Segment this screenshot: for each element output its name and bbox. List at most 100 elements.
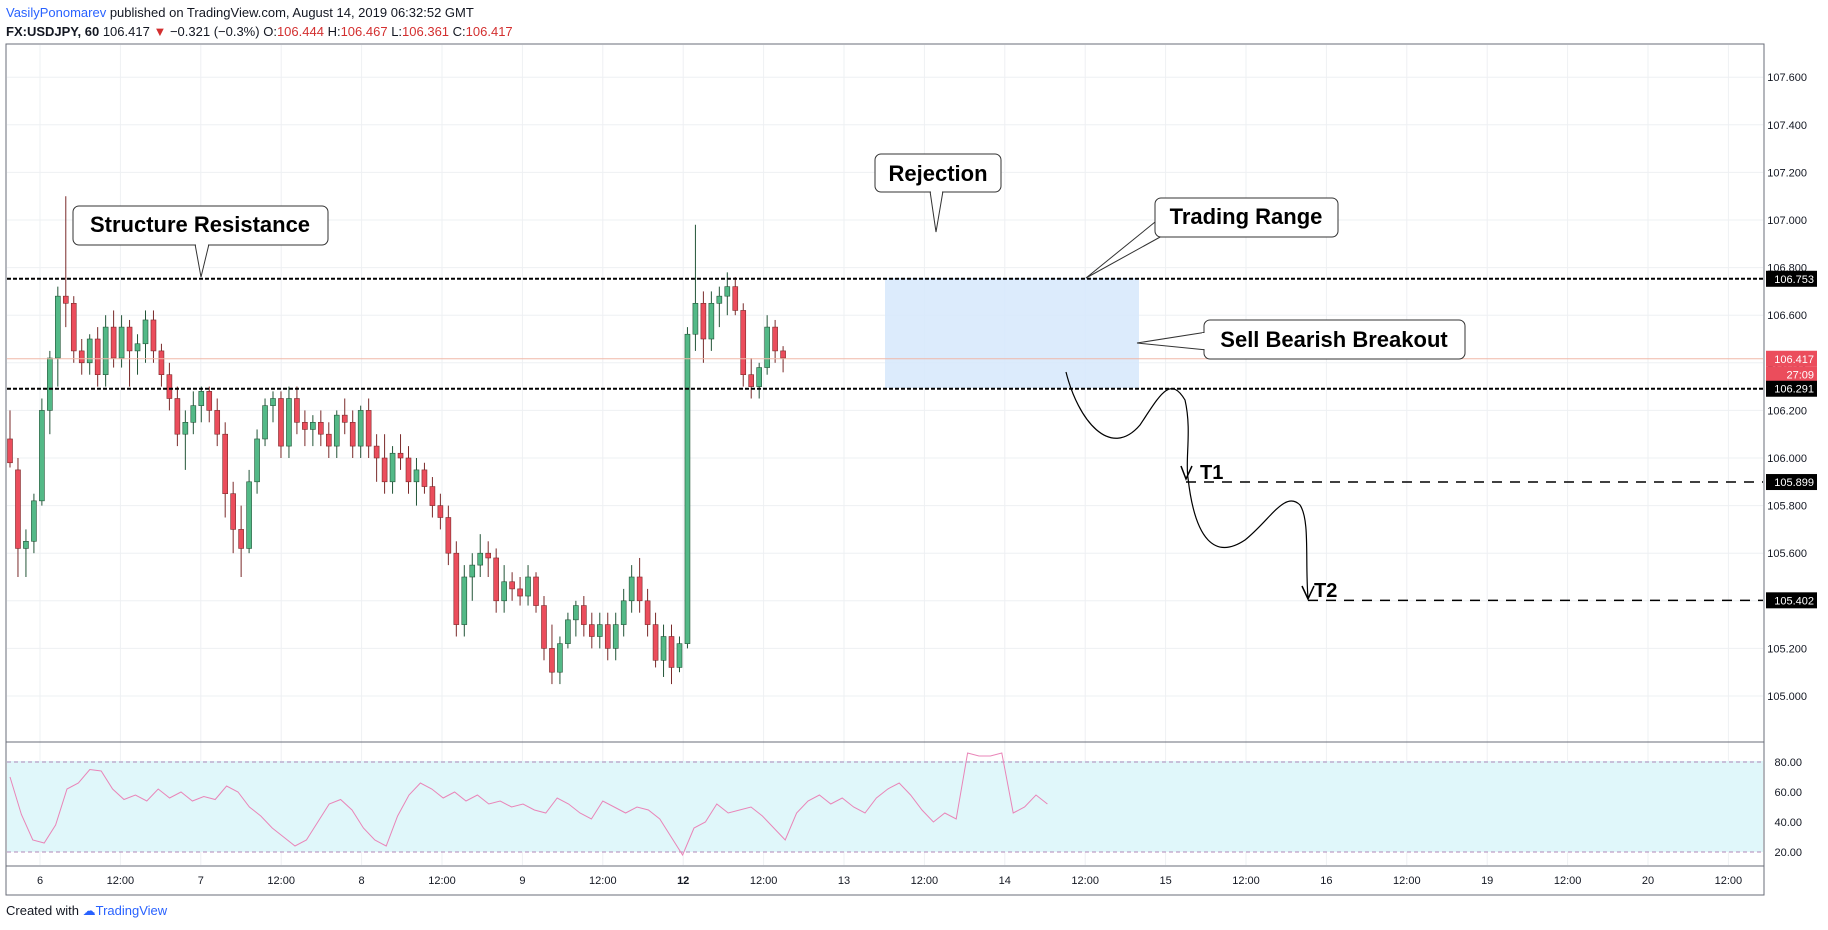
candle-down — [302, 421, 308, 430]
candle-up — [310, 421, 316, 430]
candle-down — [70, 302, 77, 352]
published-info: published on TradingView.com, August 14,… — [106, 5, 474, 20]
price-tick-label: 105.800 — [1767, 501, 1807, 513]
price-tag-bg — [1766, 366, 1817, 383]
candle-down — [166, 374, 173, 399]
time-tick-label: 13 — [838, 875, 850, 887]
candle-down — [533, 576, 539, 606]
time-tick-label: 12 — [677, 875, 689, 887]
price-tag-label: 105.899 — [1774, 477, 1814, 489]
candle-down — [158, 350, 165, 375]
price-tick-label: 107.000 — [1767, 215, 1807, 227]
time-tick-label: 15 — [1159, 875, 1171, 887]
candle-up — [628, 576, 635, 602]
time-tick-label: 16 — [1320, 875, 1332, 887]
t2-arrow-icon — [1301, 585, 1315, 601]
price-tag-label: 27:09 — [1786, 370, 1814, 382]
rejection-label: Rejection — [888, 161, 987, 186]
candle-up — [39, 410, 45, 502]
rsi-tick-label: 80.00 — [1774, 757, 1802, 769]
candle-down — [278, 398, 284, 447]
time-tick-label: 12:00 — [1232, 875, 1260, 887]
candle-up — [47, 357, 53, 411]
price-tag-bg — [1766, 270, 1817, 287]
candle-down — [429, 486, 436, 506]
tradingview-logo-icon[interactable]: ☁ — [82, 903, 96, 918]
time-tick-label: 14 — [999, 875, 1011, 887]
rejection-callout[interactable]: Rejection — [874, 153, 1002, 233]
candle-down — [780, 350, 786, 359]
symbol-label[interactable]: FX:USDJPY, 60 — [6, 24, 100, 39]
candle-up — [270, 398, 276, 406]
candle-down — [349, 421, 356, 447]
candle-down — [740, 310, 747, 376]
candle-up — [286, 398, 292, 447]
structure-resistance-callout[interactable]: Structure Resistance — [72, 205, 329, 278]
time-tick-label: 12:00 — [1393, 875, 1421, 887]
candle-up — [357, 410, 364, 447]
time-tick-label: 12:00 — [1071, 875, 1099, 887]
close-value: 106.417 — [465, 24, 513, 39]
candle-down — [294, 398, 300, 423]
candle-down — [445, 517, 452, 554]
created-with-label: Created with — [6, 903, 79, 918]
candle-down — [150, 319, 157, 352]
high-value: 106.467 — [340, 24, 388, 39]
candle-down — [222, 433, 228, 495]
candle-up — [469, 564, 476, 578]
candle-down — [652, 624, 659, 661]
candle-up — [198, 391, 205, 406]
time-tick-label: 12:00 — [911, 875, 939, 887]
rsi-tick-label: 20.00 — [1774, 847, 1802, 859]
price-tick-label: 106.200 — [1767, 405, 1807, 417]
candle-down — [7, 438, 13, 464]
candle-down — [485, 552, 492, 559]
candle-down — [636, 576, 643, 602]
candle-down — [78, 350, 85, 364]
candle-up — [55, 295, 61, 359]
t1-arrow-icon — [1180, 465, 1193, 481]
candle-down — [453, 552, 460, 625]
open-value: 106.444 — [276, 24, 324, 39]
candle-up — [708, 302, 715, 340]
candle-up — [262, 405, 268, 440]
candle-down — [214, 410, 221, 435]
time-tick-label: 12:00 — [589, 875, 617, 887]
rsi-tick-label: 40.00 — [1774, 817, 1802, 829]
time-tick-label: 12:00 — [267, 875, 295, 887]
author-link[interactable]: VasilyPonomarev — [6, 5, 107, 20]
tradingview-brand-link[interactable]: TradingView — [95, 903, 168, 918]
price-tick-label: 107.600 — [1767, 72, 1807, 84]
price-tag-bg — [1766, 380, 1817, 397]
candle-up — [142, 319, 149, 345]
candle-up — [612, 624, 619, 649]
candle-up — [477, 552, 484, 566]
sell-breakout-callout[interactable]: Sell Bearish Breakout — [1136, 319, 1466, 360]
candle-up — [565, 619, 571, 644]
candle-down — [644, 600, 651, 625]
price-tag-bg — [1766, 592, 1817, 609]
low-value: 106.361 — [402, 24, 450, 39]
candle-up — [716, 295, 723, 304]
price-tag-label: 105.402 — [1774, 595, 1814, 607]
trading-range-box[interactable] — [885, 278, 1139, 388]
candle-down — [732, 286, 739, 311]
candle-up — [246, 481, 252, 549]
candle-up — [684, 333, 691, 644]
candle-down — [493, 557, 499, 602]
t2-label: T2 — [1314, 580, 1337, 602]
time-tick-label: 19 — [1481, 875, 1493, 887]
candle-down — [110, 326, 117, 359]
time-axis[interactable]: 6 12:00 7 12:00 8 12:00 9 12:00 12 12:00 13 12:00 14… — [37, 875, 1742, 887]
price-tick-label: 105.000 — [1767, 691, 1807, 703]
time-tick-label: 7 — [198, 875, 204, 887]
time-tick-label: 12:00 — [428, 875, 456, 887]
price-tick-label: 106.000 — [1767, 453, 1807, 465]
trading-range-label: Trading Range — [1170, 204, 1323, 229]
trading-range-callout[interactable]: Trading Range — [1085, 197, 1339, 279]
candle-up — [86, 338, 93, 364]
price-tick-label: 107.400 — [1767, 120, 1807, 132]
structure-resistance-label: Structure Resistance — [90, 212, 310, 237]
price-tag-label: 106.753 — [1774, 274, 1814, 286]
